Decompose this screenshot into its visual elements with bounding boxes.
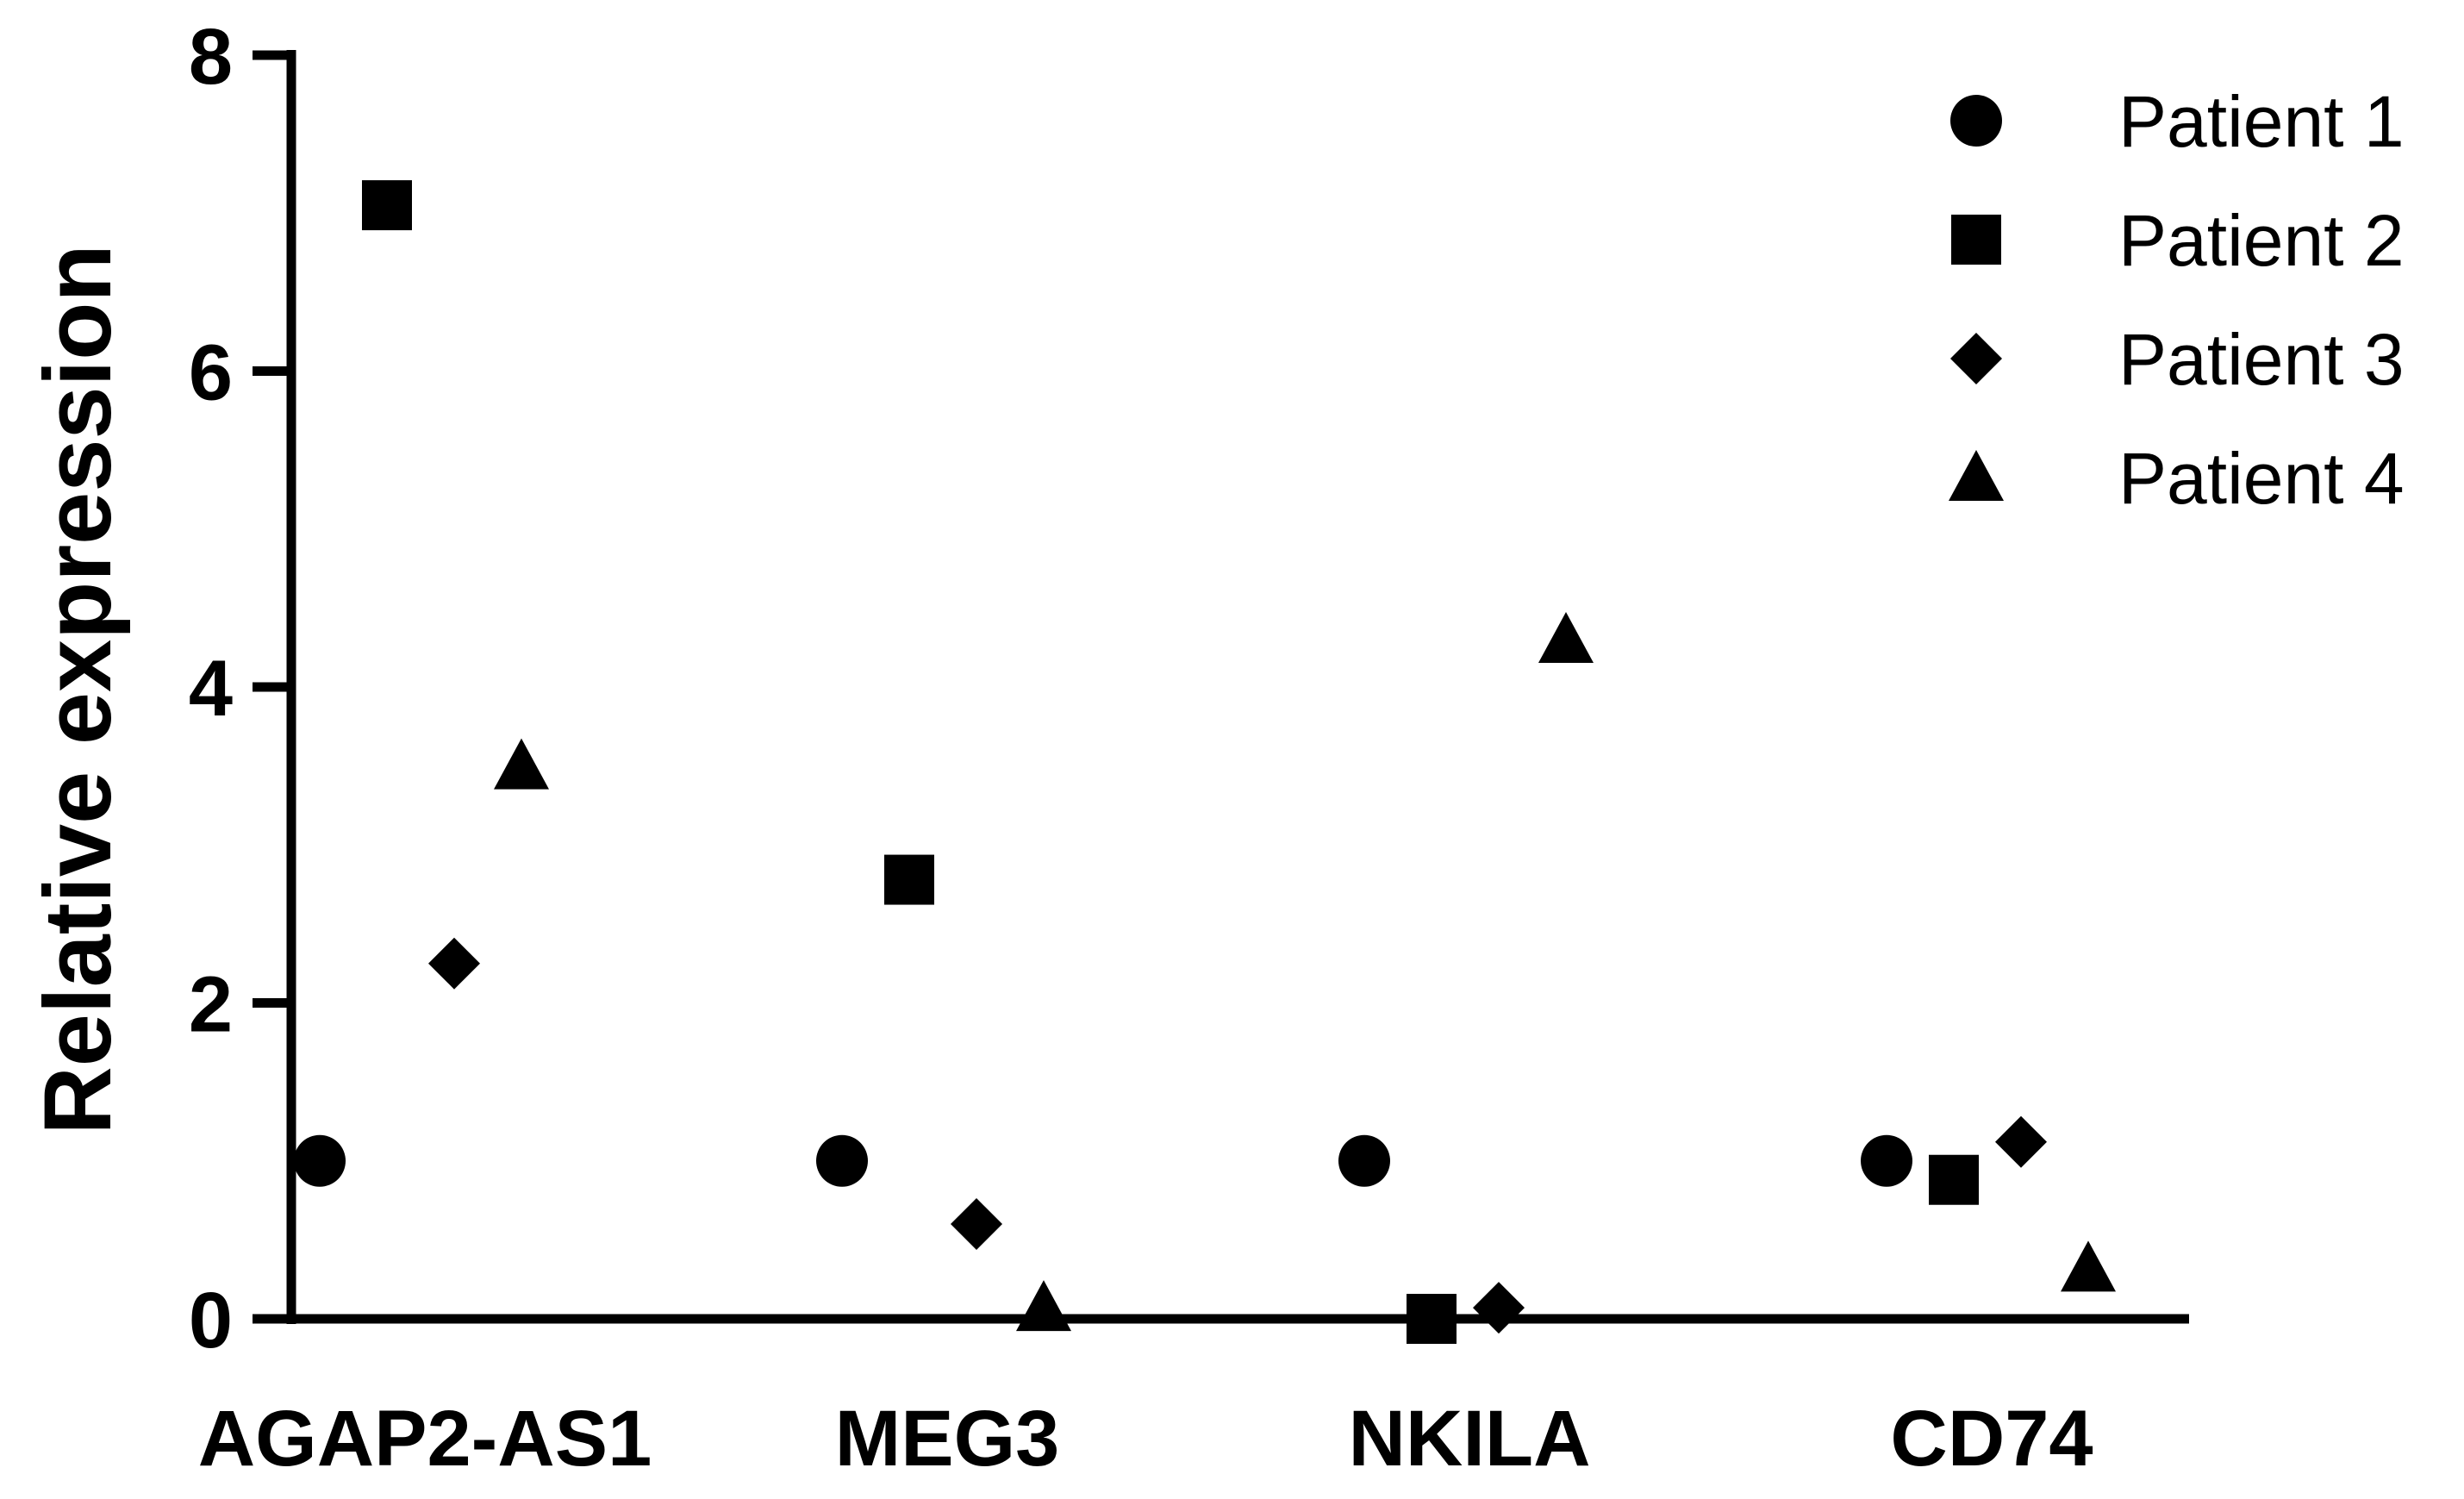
y-tick-label: 8 bbox=[189, 13, 233, 101]
data-point-diamond bbox=[1473, 1282, 1525, 1334]
legend-marker-diamond bbox=[1950, 333, 2002, 384]
legend-marker-circle bbox=[1950, 95, 2002, 147]
legend-label: Patient 1 bbox=[2118, 81, 2405, 162]
y-tick-label: 4 bbox=[189, 645, 233, 733]
data-point-square bbox=[362, 180, 412, 231]
data-point-triangle bbox=[494, 738, 549, 790]
x-category-label: NKILA bbox=[1348, 1395, 1590, 1483]
x-category-labels: AGAP2-AS1 MEG3 NKILA CD74 bbox=[198, 1395, 2093, 1483]
data-point-diamond bbox=[428, 937, 480, 990]
data-point-circle bbox=[294, 1134, 346, 1187]
data-point-triangle bbox=[1016, 1280, 1071, 1332]
axes bbox=[286, 50, 2189, 1324]
y-axis-label: Relative expression bbox=[25, 244, 131, 1134]
legend-marker-triangle bbox=[1949, 450, 2004, 501]
data-point-circle bbox=[1861, 1134, 1912, 1187]
data-point-circle bbox=[1338, 1134, 1390, 1187]
y-tick-label: 6 bbox=[189, 329, 233, 417]
data-point-square bbox=[884, 854, 934, 905]
legend-label: Patient 4 bbox=[2118, 438, 2405, 519]
data-point-diamond bbox=[1995, 1115, 2047, 1168]
y-ticks: 0 2 4 6 8 bbox=[189, 13, 291, 1365]
data-point-square bbox=[1407, 1294, 1457, 1344]
data-point-diamond bbox=[951, 1198, 1002, 1251]
legend-label: Patient 3 bbox=[2118, 319, 2405, 400]
y-tick-label: 0 bbox=[189, 1277, 233, 1365]
data-point-triangle bbox=[1538, 612, 1594, 664]
data-point-triangle bbox=[2061, 1240, 2116, 1292]
data-point-circle bbox=[816, 1134, 868, 1187]
legend: Patient 1 Patient 2 Patient 3 Patient 4 bbox=[1949, 81, 2405, 519]
data-points bbox=[294, 180, 2116, 1344]
x-category-label: MEG3 bbox=[835, 1395, 1060, 1483]
x-category-label: AGAP2-AS1 bbox=[198, 1395, 652, 1483]
data-point-square bbox=[1929, 1154, 1979, 1205]
legend-label: Patient 2 bbox=[2118, 200, 2405, 281]
legend-marker-square bbox=[1951, 215, 2001, 265]
y-tick-label: 2 bbox=[189, 961, 233, 1049]
x-category-label: CD74 bbox=[1890, 1395, 2093, 1483]
